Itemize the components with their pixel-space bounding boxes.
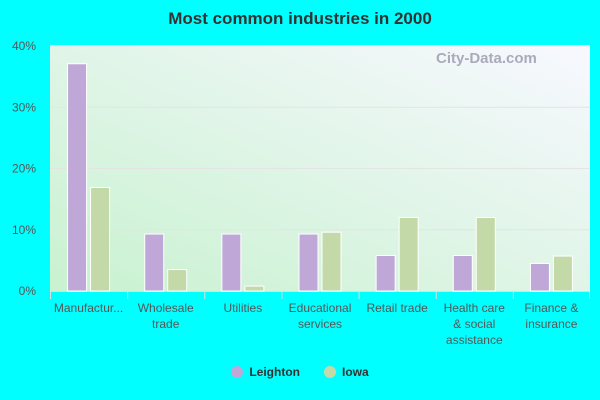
bar-leighton (144, 233, 165, 292)
legend-item: Leighton (231, 365, 300, 379)
legend: Leighton Iowa (0, 365, 600, 379)
x-category-label: Finance & (524, 301, 578, 315)
x-category-label: Utilities (224, 301, 263, 315)
x-category-label: Health care (444, 301, 506, 315)
legend-item: Iowa (323, 365, 369, 379)
x-category-label: Educational (289, 301, 352, 315)
bar-iowa (244, 285, 265, 292)
bar-iowa (321, 231, 342, 292)
watermark: City-Data.com (436, 50, 537, 67)
x-category-label: & social (453, 317, 495, 331)
y-tick-label: 20% (12, 162, 36, 176)
bar-iowa (398, 217, 419, 292)
x-category-label: services (298, 317, 342, 331)
x-category-label: Manufactur... (54, 301, 123, 315)
legend-label: Leighton (249, 365, 300, 379)
legend-swatch (323, 366, 336, 378)
bar-leighton (529, 262, 550, 292)
y-tick-label: 30% (12, 100, 36, 114)
x-category-label: Retail trade (366, 301, 428, 315)
y-tick-label: 10% (12, 223, 36, 237)
x-category-label: Wholesale (138, 301, 194, 315)
y-tick-label: 0% (19, 284, 37, 298)
chart-title: Most common industries in 2000 (168, 9, 432, 28)
bar-iowa (90, 186, 111, 292)
bar-leighton (375, 254, 396, 292)
bar-leighton (67, 63, 88, 292)
bar-leighton (298, 233, 319, 292)
bar-leighton (221, 233, 242, 292)
x-category-label: trade (152, 317, 180, 331)
legend-swatch (231, 366, 244, 378)
x-category-label: assistance (446, 333, 503, 347)
legend-label: Iowa (341, 365, 369, 379)
y-tick-label: 40% (12, 39, 36, 53)
bar-iowa (167, 269, 188, 292)
bar-iowa (475, 217, 496, 292)
bar-leighton (452, 254, 473, 292)
x-category-label: insurance (525, 317, 577, 331)
bar-iowa (552, 255, 573, 292)
